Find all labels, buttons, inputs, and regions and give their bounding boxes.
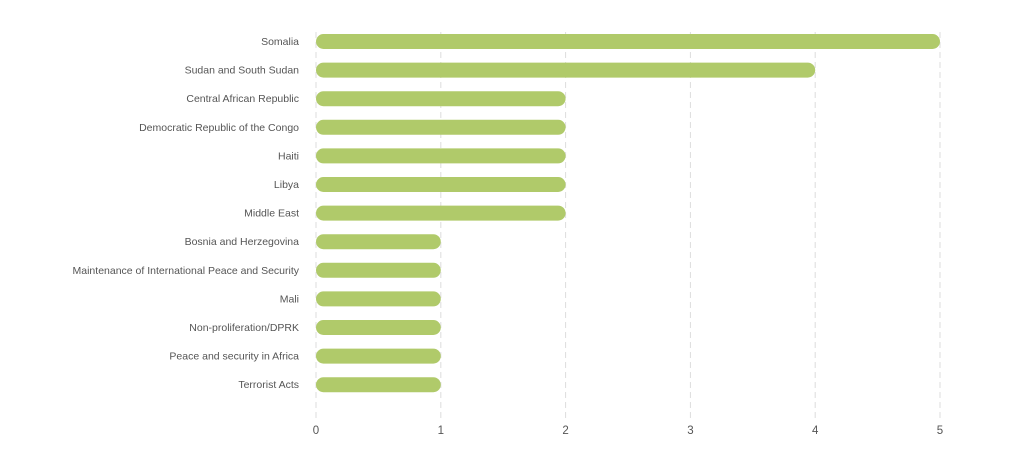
category-label: Non-proliferation/DPRK bbox=[189, 322, 299, 334]
category-label: Central African Republic bbox=[186, 93, 299, 105]
category-label: Bosnia and Herzegovina bbox=[185, 236, 300, 248]
category-label-layer: Somalia Sudan and South Sudan Central Afri… bbox=[73, 36, 300, 391]
category-label: Libya bbox=[274, 179, 299, 191]
bar bbox=[316, 148, 566, 164]
category-label: Sudan and South Sudan bbox=[185, 65, 300, 77]
category-label: Haiti bbox=[278, 150, 299, 162]
x-tick-label-layer: 0 1 2 3 4 5 bbox=[313, 425, 943, 437]
bar bbox=[316, 91, 566, 107]
category-label: Democratic Republic of the Congo bbox=[139, 122, 299, 134]
bar-layer bbox=[316, 34, 940, 393]
category-label: Mali bbox=[280, 293, 299, 305]
x-tick-label: 1 bbox=[438, 425, 444, 437]
x-tick-label: 3 bbox=[687, 425, 693, 437]
bar bbox=[316, 377, 441, 393]
bar bbox=[316, 62, 816, 78]
bar bbox=[316, 234, 441, 250]
x-tick-label: 4 bbox=[812, 425, 819, 437]
category-label: Somalia bbox=[261, 36, 299, 48]
bar bbox=[316, 348, 441, 364]
x-tick-label: 2 bbox=[562, 425, 568, 437]
category-label: Middle East bbox=[244, 208, 299, 220]
bar bbox=[316, 262, 441, 278]
x-tick-label: 0 bbox=[313, 425, 319, 437]
x-tick-label: 5 bbox=[937, 425, 943, 437]
bar bbox=[316, 291, 441, 307]
category-label: Terrorist Acts bbox=[238, 379, 299, 391]
bar bbox=[316, 34, 940, 49]
bar bbox=[316, 320, 441, 335]
category-label: Maintenance of International Peace and S… bbox=[73, 265, 300, 277]
bar bbox=[316, 205, 566, 221]
bar bbox=[316, 119, 566, 135]
bar bbox=[316, 177, 566, 192]
category-label: Peace and security in Africa bbox=[169, 351, 299, 363]
